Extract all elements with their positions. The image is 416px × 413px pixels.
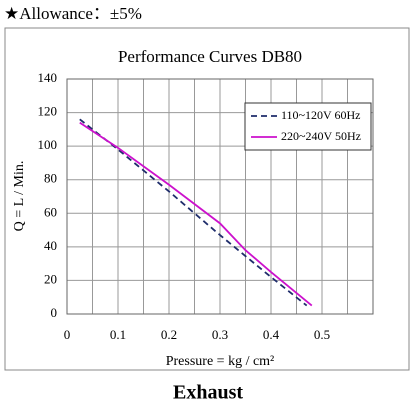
x-tick-label: 0.2 xyxy=(161,327,177,342)
series-line xyxy=(79,121,313,307)
y-tick-label: 80 xyxy=(44,171,57,186)
legend-label: 220~240V 50Hz xyxy=(281,129,361,143)
legend-label: 110~120V 60Hz xyxy=(281,108,361,122)
footer: Exhaust xyxy=(173,382,243,404)
y-tick-label: 120 xyxy=(38,104,58,119)
y-tick-label: 20 xyxy=(44,271,57,286)
legend-box xyxy=(244,102,372,151)
x-tick-label: 0.3 xyxy=(212,327,228,342)
plot-frame xyxy=(66,78,374,315)
y-tick-label: 100 xyxy=(38,137,58,152)
x-tick-label: 0.4 xyxy=(263,327,280,342)
x-tick-label: 0.5 xyxy=(314,327,330,342)
chart-frame xyxy=(4,27,410,371)
header: ★Allowance：±5% xyxy=(4,4,142,23)
chart-title: Performance Curves DB80 xyxy=(118,47,302,66)
x-axis-label: Pressure = kg / cm² xyxy=(166,354,275,369)
y-tick-label: 0 xyxy=(51,305,58,320)
y-tick-label: 140 xyxy=(38,70,58,85)
y-tick-label: 60 xyxy=(44,204,57,219)
x-tick-label: 0.1 xyxy=(110,327,126,342)
y-axis-label: Q = L / Min. xyxy=(12,161,27,232)
y-tick-label: 40 xyxy=(44,238,57,253)
x-tick-label: 0 xyxy=(64,327,71,342)
